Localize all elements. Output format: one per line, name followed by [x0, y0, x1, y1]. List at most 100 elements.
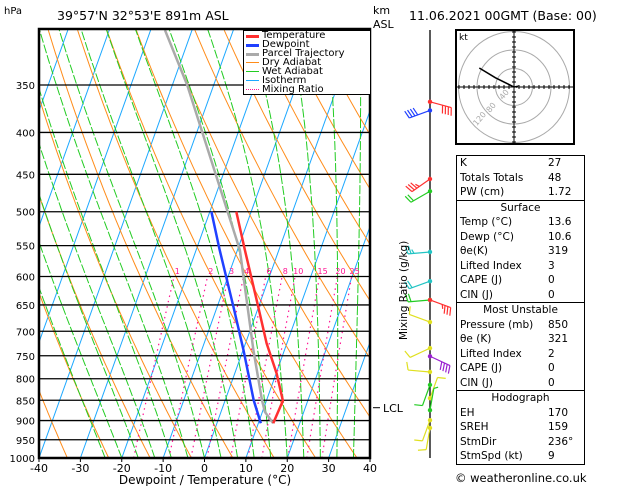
wind-barb-shaft — [429, 355, 451, 367]
wind-barb-feather — [407, 293, 412, 302]
wind-barb-feather — [415, 183, 420, 187]
wind-barb — [427, 386, 439, 413]
wind-barb-feather — [409, 108, 416, 117]
legend-label: Dewpoint — [262, 39, 310, 50]
pressure-tick-label: 350 — [16, 81, 35, 92]
legend-item: Temperature — [244, 31, 370, 41]
wind-barb-shaft — [421, 384, 431, 406]
stat-label: SREH — [460, 421, 489, 433]
wind-barb-shaft — [410, 190, 431, 203]
mixing-ratio-line — [287, 276, 321, 458]
wind-barb-shaft — [421, 419, 431, 442]
stat-label: StmDir — [460, 435, 497, 448]
pressure-unit: hPa — [4, 6, 23, 17]
wind-barbs — [373, 30, 452, 458]
wind-barb-feather — [407, 109, 413, 118]
surface-title: Surface — [500, 201, 541, 214]
stat-value: 0 — [548, 288, 555, 301]
legend-label: Dry Adiabat — [262, 57, 322, 68]
legend-swatch — [246, 53, 259, 56]
wind-barb-dot — [427, 395, 433, 401]
legend-swatch — [246, 35, 259, 38]
legend-label: Parcel Trajectory — [262, 48, 345, 59]
stats-panel: K 27 Totals Totals 48 PW (cm) 1.72 Surface Te… — [456, 155, 585, 465]
legend-label: Isotherm — [262, 75, 307, 86]
stat-row: CIN (J) 0 — [457, 288, 584, 303]
wind-barb-feather — [441, 304, 444, 309]
stat-label: CIN (J) — [460, 376, 493, 389]
stat-value: 9 — [548, 450, 555, 462]
wind-barb-shaft — [409, 313, 431, 323]
stat-value: 850 — [548, 318, 569, 331]
wind-barb-feather — [408, 306, 411, 315]
stat-label: CAPE (J) — [460, 362, 503, 374]
stat-label: CAPE (J) — [460, 274, 503, 286]
x-tick-label: 20 — [280, 462, 294, 475]
wind-barb-shaft — [429, 101, 452, 109]
stat-label: CIN (J) — [460, 288, 493, 301]
wind-barb — [408, 306, 433, 325]
wind-barb-feather — [433, 386, 439, 390]
mixing-ratio-tick-label: 3 — [229, 267, 234, 276]
wet-adiabat-line — [248, 29, 305, 458]
dry-adiabat-line — [223, 29, 370, 302]
wind-barb-shaft — [425, 427, 431, 450]
wind-barb-feather — [404, 350, 411, 358]
stat-value: 319 — [548, 245, 569, 257]
legend-label: Wet Adiabat — [262, 66, 323, 77]
wind-barb-feather — [404, 281, 410, 290]
wind-barb-feather — [404, 245, 409, 255]
wind-barb — [404, 107, 433, 119]
wet-adiabat-line — [39, 141, 156, 458]
stat-row: Lifted Index 3 — [457, 259, 584, 274]
wind-barb-dot — [427, 176, 433, 182]
pressure-tick-label: 1000 — [10, 454, 35, 465]
isotherm-line — [79, 29, 235, 458]
isotherm-line — [204, 29, 359, 458]
legend-swatch — [246, 80, 259, 81]
stat-label: EH — [460, 406, 475, 419]
wind-barb — [404, 279, 433, 290]
mixing-ratio-axis-label: Mixing Ratio (g/kg) — [398, 240, 410, 340]
stat-row: SREH 159 — [457, 420, 584, 435]
stat-label: PW (cm) — [460, 186, 505, 198]
wind-barb — [414, 382, 433, 407]
wind-barb-shaft — [408, 369, 431, 373]
wet-adiabat-line — [39, 29, 189, 458]
wet-adiabat-line — [207, 29, 288, 458]
stat-row: Lifted Index 2 — [457, 347, 584, 362]
stat-row: Temp (°C) 13.6 — [457, 215, 584, 230]
stat-label: Totals Totals — [460, 171, 524, 184]
mixing-ratio-tick-label: 8 — [283, 267, 288, 276]
wind-barb — [404, 345, 433, 358]
stat-label: K — [460, 157, 467, 169]
stat-value: 0 — [548, 376, 555, 389]
stat-value: 236° — [548, 435, 574, 448]
legend-item: Isotherm — [244, 75, 370, 86]
mixing-ratio-tick-label: 10 — [293, 267, 303, 276]
hodograph-unit: kt — [459, 33, 468, 43]
pressure-tick-label: 900 — [16, 417, 35, 428]
wind-barb-shaft — [408, 299, 431, 303]
stat-row: CAPE (J) 0 — [457, 361, 584, 376]
hodograph-section: Hodograph EH 170 SREH 159 StmDir 236° StmSpd (… — [457, 390, 584, 464]
wind-barb-feather — [417, 449, 427, 451]
wind-barb-feather — [446, 306, 449, 315]
wind-barb-feather — [407, 184, 415, 191]
wind-barb-feather — [443, 305, 446, 314]
wind-barb-feather — [411, 249, 415, 254]
hodograph-trace — [478, 67, 519, 89]
x-tick-label: 40 — [363, 462, 377, 475]
stat-value: 0 — [548, 362, 555, 374]
most-unstable-section: Most Unstable Pressure (mb) 850 θe (K) 321 L… — [457, 302, 584, 390]
legend-swatch — [246, 62, 259, 63]
legend-swatch — [246, 44, 259, 47]
stat-row: CIN (J) 0 — [457, 376, 584, 391]
copyright: © weatheronline.co.uk — [455, 471, 587, 485]
wind-barb-feather — [414, 439, 423, 442]
stat-label: θe(K) — [460, 245, 488, 257]
wet-adiabat-line — [39, 240, 123, 458]
pressure-tick-label: 750 — [16, 352, 35, 363]
wind-barb — [417, 425, 433, 451]
wet-adiabat-line — [327, 29, 339, 458]
